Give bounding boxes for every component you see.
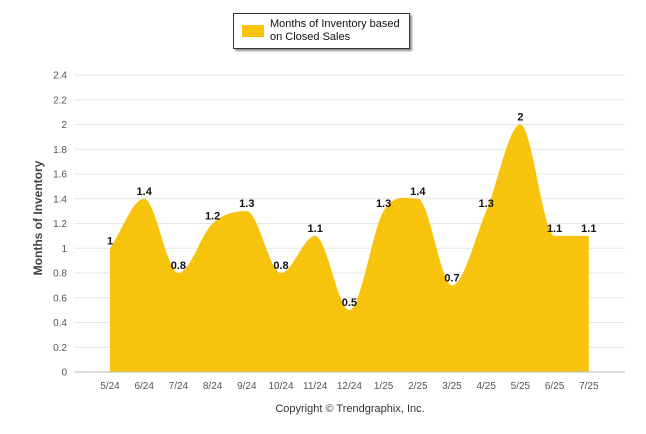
y-tick-label: 0.6 [53, 293, 67, 304]
y-tick-label: 1.6 [53, 170, 67, 181]
data-label: 0.8 [171, 260, 186, 272]
y-tick-label: 1.2 [53, 219, 67, 230]
y-tick-label: 0 [61, 368, 67, 379]
x-tick-label: 2/25 [408, 381, 428, 392]
x-tick-label: 9/24 [237, 381, 257, 392]
x-tick-label: 7/24 [169, 381, 189, 392]
x-tick-label: 5/25 [511, 381, 531, 392]
y-tick-label: 1 [61, 244, 67, 255]
x-tick-label: 1/25 [374, 381, 394, 392]
x-tick-labels: 5/24 6/24 7/24 8/24 9/24 10/24 11/24 12/24 1/25 2… [100, 381, 599, 392]
copyright-text: Copyright © Trendgraphix, Inc. [275, 403, 425, 415]
data-label: 1.3 [239, 198, 254, 210]
y-tick-labels: 0 0.2 0.4 0.6 0.8 1 1.2 1.4 1.6 1.8 2 2.2 2.4 [53, 71, 67, 379]
y-tick-label: 2 [61, 120, 67, 131]
data-label: 0.8 [273, 260, 288, 272]
data-label: 1.2 [205, 211, 220, 223]
x-tick-label: 6/25 [545, 381, 565, 392]
y-tick-label: 0.2 [53, 343, 67, 354]
y-axis-title: Months of Inventory [31, 160, 45, 275]
x-tick-label: 8/24 [203, 381, 223, 392]
area-layer [110, 124, 589, 373]
x-tick-label: 12/24 [337, 381, 362, 392]
y-tick-label: 2.4 [53, 71, 67, 82]
data-label: 1.1 [547, 223, 562, 235]
data-label: 1.1 [308, 223, 323, 235]
y-tick-label: 0.8 [53, 269, 67, 280]
legend-label: Months of Inventory based on Closed Sale… [270, 18, 400, 43]
x-tick-label: 11/24 [303, 381, 328, 392]
y-tick-label: 1.8 [53, 145, 67, 156]
legend[interactable]: Months of Inventory based on Closed Sale… [233, 13, 410, 49]
x-tick-label: 6/24 [134, 381, 154, 392]
x-tick-label: 5/24 [100, 381, 120, 392]
data-label: 1.3 [376, 198, 391, 210]
data-label: 0.5 [342, 297, 357, 309]
data-label: 1.1 [581, 223, 596, 235]
series-area-months-of-inventory[interactable] [110, 124, 589, 373]
data-label: 1.4 [137, 186, 153, 198]
data-label: 0.7 [444, 272, 459, 284]
x-tick-label: 7/25 [579, 381, 599, 392]
data-label: 1.4 [410, 186, 426, 198]
y-tick-label: 0.4 [53, 318, 67, 329]
legend-swatch [242, 25, 264, 37]
y-tick-label: 2.2 [53, 95, 67, 106]
data-label: 1.3 [479, 198, 494, 210]
data-label: 1 [107, 235, 113, 247]
x-tick-label: 10/24 [268, 381, 293, 392]
data-labels: 1 1.4 0.8 1.2 1.3 0.8 1.1 0.5 1.3 1.4 0.7 1.3 2 1.1 1.… [107, 112, 597, 310]
data-label: 2 [517, 112, 523, 124]
y-tick-label: 1.4 [53, 194, 67, 205]
x-tick-label: 4/25 [476, 381, 496, 392]
x-tick-label: 3/25 [442, 381, 462, 392]
